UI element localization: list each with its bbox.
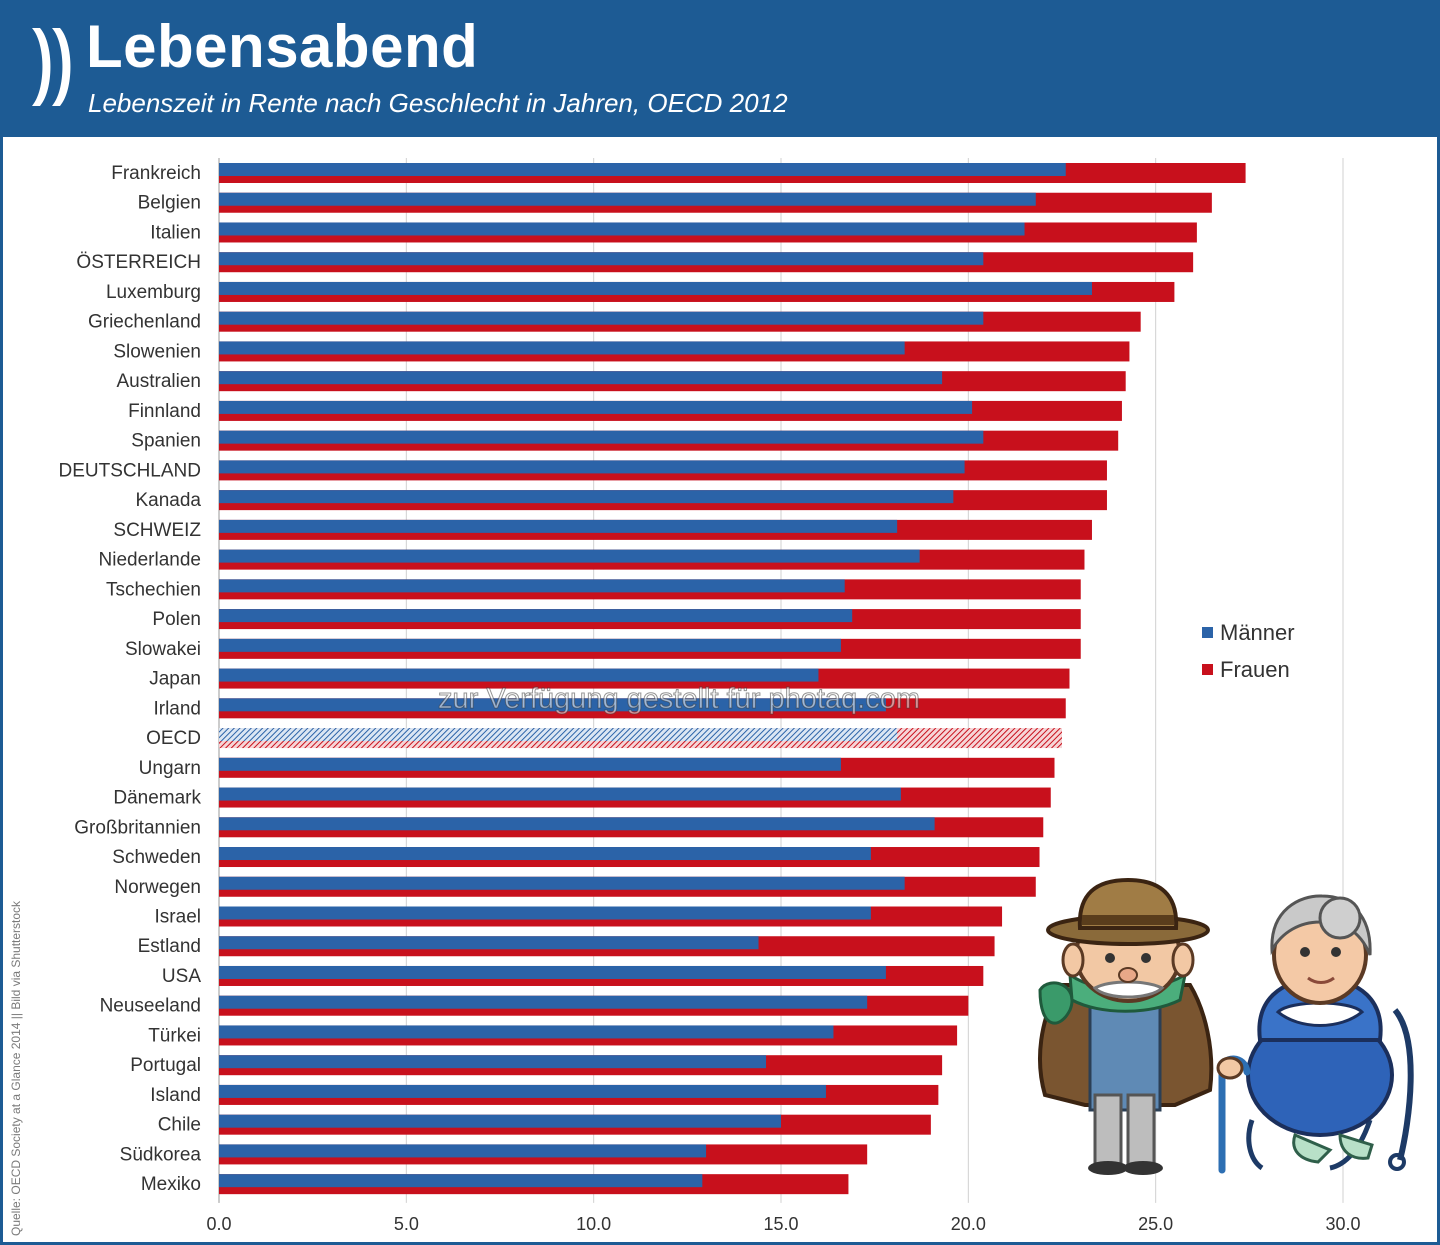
category-label: Australien bbox=[117, 371, 202, 392]
bar-maenner bbox=[219, 1174, 703, 1188]
category-label: Schweden bbox=[112, 847, 201, 868]
category-label: USA bbox=[162, 966, 201, 987]
category-label: Ungarn bbox=[139, 758, 201, 779]
category-label: Belgien bbox=[138, 193, 201, 214]
category-label: Slowenien bbox=[113, 341, 201, 362]
bar-maenner bbox=[219, 222, 1025, 236]
legend-label-frauen: Frauen bbox=[1220, 657, 1290, 682]
bar-maenner bbox=[219, 400, 973, 414]
category-label: Slowakei bbox=[125, 639, 201, 660]
bar-maenner bbox=[219, 1084, 826, 1098]
bar-maenner bbox=[219, 549, 920, 563]
bar-maenner bbox=[219, 698, 886, 712]
bar-maenner bbox=[219, 490, 954, 504]
bar-maenner bbox=[219, 1025, 834, 1039]
category-label: Tschechien bbox=[106, 579, 201, 600]
category-label: Polen bbox=[152, 609, 201, 630]
bar-maenner bbox=[219, 579, 845, 593]
old-man-icon bbox=[1038, 877, 1251, 1175]
bar-maenner bbox=[219, 281, 1092, 295]
category-label: Estland bbox=[138, 936, 201, 957]
category-label: OECD bbox=[146, 728, 201, 749]
bar-maenner bbox=[219, 430, 984, 444]
category-label: Neuseeland bbox=[100, 996, 201, 1017]
category-label: Chile bbox=[158, 1115, 201, 1136]
page-title: Lebensabend bbox=[86, 13, 479, 80]
bar-maenner bbox=[219, 906, 871, 920]
bar-maenner bbox=[219, 995, 868, 1009]
bar-maenner bbox=[219, 876, 905, 890]
bar-maenner bbox=[219, 847, 871, 861]
bar-maenner bbox=[219, 341, 905, 355]
x-tick-label: 10.0 bbox=[576, 1214, 611, 1234]
oecd-logo-icon bbox=[32, 28, 71, 106]
bar-maenner bbox=[219, 163, 1066, 176]
legend-label-maenner: Männer bbox=[1220, 620, 1295, 645]
category-label: Türkei bbox=[148, 1025, 201, 1046]
category-label: Italien bbox=[150, 222, 201, 243]
category-label: Island bbox=[150, 1085, 201, 1106]
legend: Männer Frauen bbox=[1202, 620, 1295, 682]
category-label: Dänemark bbox=[113, 788, 201, 809]
category-label: ÖSTERREICH bbox=[76, 252, 201, 273]
category-label: Japan bbox=[149, 669, 201, 690]
bar-maenner bbox=[219, 311, 984, 325]
bar-maenner bbox=[219, 787, 901, 801]
category-label: Frankreich bbox=[111, 163, 201, 184]
bar-maenner bbox=[219, 252, 984, 266]
bar-maenner bbox=[219, 965, 886, 979]
category-label: Finnland bbox=[128, 401, 201, 422]
category-label: Kanada bbox=[135, 490, 201, 511]
bar-maenner bbox=[219, 371, 943, 385]
category-labels: Frankreich Belgien Italien ÖSTERREICH Luxemb… bbox=[58, 163, 201, 1195]
header-banner: Lebensabend Lebenszeit in Rente nach Ges… bbox=[0, 0, 1440, 137]
page-subtitle: Lebenszeit in Rente nach Geschlecht in J… bbox=[88, 88, 788, 118]
old-woman-icon bbox=[1246, 894, 1394, 1164]
x-tick-label: 0.0 bbox=[206, 1214, 231, 1234]
category-label: Spanien bbox=[131, 431, 201, 452]
x-tick-label: 30.0 bbox=[1325, 1214, 1360, 1234]
elderly-couple-illustration bbox=[1038, 877, 1414, 1175]
bar-maenner bbox=[219, 757, 841, 771]
bar-maenner bbox=[219, 192, 1036, 206]
bars bbox=[219, 163, 1246, 1195]
bar-maenner bbox=[219, 668, 819, 682]
category-label: Niederlande bbox=[99, 550, 201, 571]
x-tick-labels: 0.0 5.0 10.0 15.0 20.0 25.0 30.0 bbox=[206, 1214, 1360, 1234]
watermark-text: zur Verfügung gestellt für photaq.com bbox=[437, 683, 921, 716]
category-label: Irland bbox=[153, 698, 201, 719]
bar-maenner bbox=[219, 519, 898, 533]
bar-maenner bbox=[219, 460, 965, 474]
bar-maenner bbox=[219, 1055, 767, 1069]
source-note: Quelle: OECD Society at a Glance 2014 ||… bbox=[9, 900, 23, 1236]
x-tick-label: 20.0 bbox=[951, 1214, 986, 1234]
legend-swatch-frauen bbox=[1202, 664, 1213, 675]
category-label: Südkorea bbox=[120, 1144, 202, 1165]
x-tick-label: 25.0 bbox=[1138, 1214, 1173, 1234]
bar-maenner bbox=[219, 638, 841, 652]
bar-maenner bbox=[219, 1144, 707, 1158]
category-label: SCHWEIZ bbox=[113, 520, 201, 541]
category-label: DEUTSCHLAND bbox=[58, 460, 201, 481]
x-tick-label: 5.0 bbox=[394, 1214, 419, 1234]
bar-maenner bbox=[219, 728, 898, 742]
category-label: Griechenland bbox=[88, 312, 201, 333]
bar-maenner bbox=[219, 936, 759, 950]
category-label: Luxemburg bbox=[106, 282, 201, 303]
bar-maenner bbox=[219, 609, 853, 623]
bar-maenner bbox=[219, 817, 935, 831]
legend-swatch-maenner bbox=[1202, 627, 1213, 638]
category-label: Israel bbox=[155, 907, 201, 928]
category-label: Norwegen bbox=[114, 877, 201, 898]
category-label: Mexiko bbox=[141, 1174, 201, 1195]
category-label: Großbritannien bbox=[74, 817, 201, 838]
bar-maenner bbox=[219, 1114, 781, 1128]
x-tick-label: 15.0 bbox=[763, 1214, 798, 1234]
category-label: Portugal bbox=[130, 1055, 201, 1076]
